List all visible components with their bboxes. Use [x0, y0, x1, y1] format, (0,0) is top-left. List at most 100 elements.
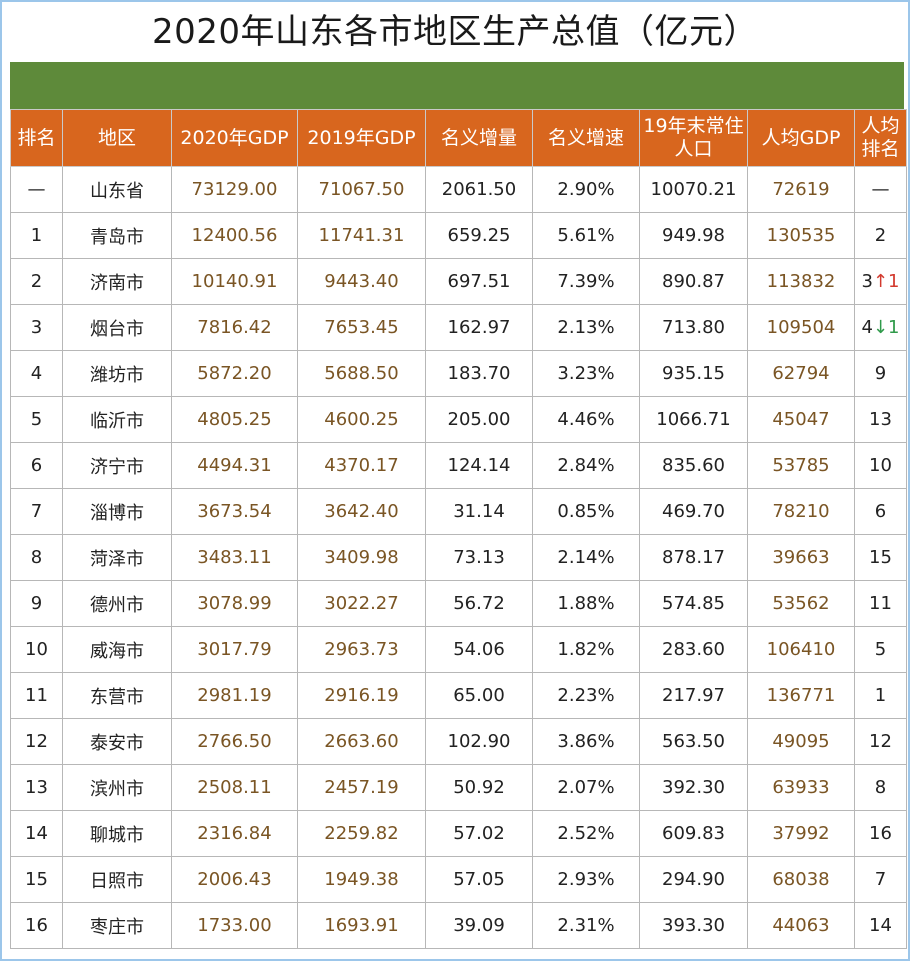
- gdp2020-cell-value: 2981.19: [197, 685, 272, 706]
- population-cell-value: 1066.71: [656, 409, 731, 430]
- table-row: 11 东营市 2981.19 2916.19 65.00 2.23% 217.97 13677…: [10, 672, 907, 719]
- header-band: [10, 62, 904, 109]
- rank-cell: 3: [10, 304, 63, 351]
- region-cell: 临沂市: [62, 396, 172, 443]
- increment-cell-value: 659.25: [447, 225, 511, 246]
- gdp2020-cell: 5872.20: [171, 350, 298, 397]
- per-capita-cell-value: 53562: [772, 593, 830, 614]
- growth-cell: 2.84%: [532, 442, 640, 489]
- rank-cell: 10: [10, 626, 63, 673]
- region-cell-value: 东营市: [90, 686, 144, 708]
- per-capita-cell-value: 49095: [772, 731, 830, 752]
- table-row: 1 青岛市 12400.56 11741.31 659.25 5.61% 949.98 130…: [10, 212, 907, 259]
- per-capita-cell-value: 37992: [772, 823, 830, 844]
- gdp2019-cell-value: 3022.27: [324, 593, 399, 614]
- increment-cell: 50.92: [425, 764, 533, 811]
- region-cell-value: 威海市: [90, 640, 144, 662]
- population-cell-value: 890.87: [662, 271, 725, 292]
- rank-cell-value: 11: [25, 685, 48, 706]
- per-capita-rank-cell-value: —: [871, 179, 890, 200]
- population-cell: 609.83: [639, 810, 748, 857]
- gdp2020-cell: 3673.54: [171, 488, 298, 535]
- region-cell-value: 德州市: [90, 594, 144, 616]
- gdp2020-cell-value: 5872.20: [197, 363, 272, 384]
- rank-cell-value: 13: [25, 777, 48, 798]
- rank-cell-value: 15: [25, 869, 48, 890]
- region-cell-value: 济南市: [90, 272, 144, 294]
- per-capita-rank-cell-value: 3: [861, 271, 873, 292]
- per-capita-rank-cell: 3↑1: [854, 258, 907, 305]
- col-header-population-line2: 人口: [674, 138, 713, 160]
- gdp2020-cell-value: 3483.11: [197, 547, 272, 568]
- per-capita-rank-cell-value: 15: [869, 547, 892, 568]
- rank-cell-value: 4: [30, 363, 43, 384]
- gdp2019-cell: 1693.91: [297, 902, 426, 949]
- rank-cell: 11: [10, 672, 63, 719]
- gdp-table: 排名 地区 2020年GDP 2019年GDP 名义增量 名义增速 19年末常住…: [10, 109, 907, 949]
- population-cell-value: 563.50: [662, 731, 725, 752]
- col-header-pcrank-line1: 人均: [861, 115, 900, 137]
- increment-cell-value: 697.51: [447, 271, 511, 292]
- per-capita-rank-cell-value: 2: [874, 225, 887, 246]
- population-cell: 283.60: [639, 626, 748, 673]
- gdp2019-cell-value: 5688.50: [324, 363, 399, 384]
- increment-cell: 65.00: [425, 672, 533, 719]
- gdp2019-cell-value: 9443.40: [324, 271, 399, 292]
- population-cell-value: 283.60: [662, 639, 725, 660]
- table-row: 12 泰安市 2766.50 2663.60 102.90 3.86% 563.50 4909…: [10, 718, 907, 765]
- increment-cell-value: 162.97: [447, 317, 511, 338]
- region-cell: 菏泽市: [62, 534, 172, 581]
- gdp2020-cell-value: 73129.00: [191, 179, 278, 200]
- table-row: 14 聊城市 2316.84 2259.82 57.02 2.52% 609.83 37992…: [10, 810, 907, 857]
- increment-cell: 2061.50: [425, 166, 533, 213]
- per-capita-rank-cell-value: 8: [874, 777, 887, 798]
- rank-up-indicator: ↑1: [872, 271, 900, 292]
- growth-cell-value: 2.07%: [557, 777, 615, 798]
- region-cell-value: 日照市: [90, 870, 144, 892]
- increment-cell-value: 124.14: [447, 455, 511, 476]
- population-cell-value: 294.90: [662, 869, 725, 890]
- table-row: 4 潍坊市 5872.20 5688.50 183.70 3.23% 935.15 62794…: [10, 350, 907, 397]
- population-cell-value: 392.30: [662, 777, 725, 798]
- growth-cell: 2.31%: [532, 902, 640, 949]
- growth-cell: 2.90%: [532, 166, 640, 213]
- gdp2019-cell-value: 2963.73: [324, 639, 399, 660]
- per-capita-rank-cell: 12: [854, 718, 907, 765]
- rank-cell: 16: [10, 902, 63, 949]
- population-cell-value: 393.30: [662, 915, 725, 936]
- table-row: 13 滨州市 2508.11 2457.19 50.92 2.07% 392.30 63933…: [10, 764, 907, 811]
- gdp2020-cell-value: 4494.31: [197, 455, 272, 476]
- per-capita-cell: 39663: [747, 534, 855, 581]
- increment-cell: 39.09: [425, 902, 533, 949]
- gdp2020-cell-value: 10140.91: [191, 271, 278, 292]
- gdp2020-cell: 4805.25: [171, 396, 298, 443]
- growth-cell: 2.93%: [532, 856, 640, 903]
- gdp2020-cell-value: 3673.54: [197, 501, 272, 522]
- growth-cell: 1.88%: [532, 580, 640, 627]
- per-capita-cell-value: 68038: [772, 869, 830, 890]
- region-cell-value: 山东省: [90, 180, 144, 202]
- gdp2019-cell: 2916.19: [297, 672, 426, 719]
- per-capita-cell: 72619: [747, 166, 855, 213]
- per-capita-rank-cell: 16: [854, 810, 907, 857]
- per-capita-rank-cell-value: 13: [869, 409, 892, 430]
- per-capita-cell-value: 109504: [766, 317, 836, 338]
- population-cell: 392.30: [639, 764, 748, 811]
- table-row: 6 济宁市 4494.31 4370.17 124.14 2.84% 835.60 53785…: [10, 442, 907, 489]
- gdp2019-cell: 3022.27: [297, 580, 426, 627]
- table-row: 10 威海市 3017.79 2963.73 54.06 1.82% 283.60 10641…: [10, 626, 907, 673]
- per-capita-rank-cell-value: 9: [874, 363, 887, 384]
- gdp2020-cell-value: 2316.84: [197, 823, 272, 844]
- increment-cell: 183.70: [425, 350, 533, 397]
- region-cell: 东营市: [62, 672, 172, 719]
- per-capita-cell-value: 78210: [772, 501, 830, 522]
- gdp2020-cell: 73129.00: [171, 166, 298, 213]
- increment-cell-value: 205.00: [447, 409, 511, 430]
- gdp2019-cell-value: 2457.19: [324, 777, 399, 798]
- gdp2020-cell: 7816.42: [171, 304, 298, 351]
- gdp2019-cell: 9443.40: [297, 258, 426, 305]
- per-capita-cell: 78210: [747, 488, 855, 535]
- per-capita-cell: 37992: [747, 810, 855, 857]
- gdp2019-cell: 4600.25: [297, 396, 426, 443]
- gdp2020-cell: 4494.31: [171, 442, 298, 489]
